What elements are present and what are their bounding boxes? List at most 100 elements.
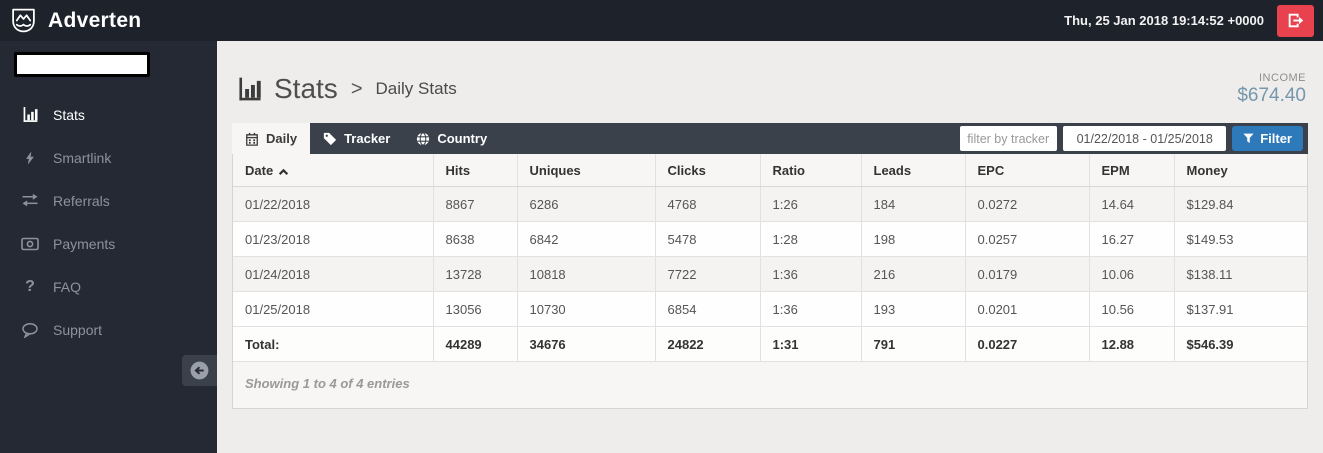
- logout-button[interactable]: [1277, 4, 1314, 37]
- column-header-epc[interactable]: EPC: [965, 154, 1090, 187]
- main-content: Stats > Daily Stats INCOME $674.40 Daily: [217, 41, 1323, 453]
- lightning-icon: [20, 150, 40, 166]
- table-cell: 01/23/2018: [233, 221, 434, 257]
- topbar: Adverten Thu, 25 Jan 2018 19:14:52 +0000: [0, 0, 1323, 41]
- column-header-label: Money: [1186, 163, 1228, 178]
- table-cell: 5478: [655, 221, 761, 257]
- tracker-filter-input[interactable]: [960, 126, 1058, 151]
- sidebar-item-stats[interactable]: Stats: [0, 93, 217, 136]
- table-cell: 198: [861, 221, 966, 257]
- column-header-label: Uniques: [529, 163, 581, 178]
- table-cell: 0.0272: [965, 186, 1090, 222]
- logout-icon: [1288, 13, 1304, 28]
- breadcrumb-separator: >: [350, 77, 363, 100]
- column-header-epm[interactable]: EPM: [1089, 154, 1175, 187]
- table-row: 01/24/2018 13728 10818 7722 1:36 216 0.0179 10.…: [233, 256, 1307, 292]
- tab-daily[interactable]: Daily: [232, 123, 311, 154]
- table-cell: 01/25/2018: [233, 291, 434, 327]
- tab-label: Country: [437, 131, 488, 146]
- column-header-leads[interactable]: Leads: [861, 154, 966, 187]
- table-cell: 1:26: [760, 186, 862, 222]
- table-cell: 193: [861, 291, 966, 327]
- total-cell: 12.88: [1089, 326, 1175, 362]
- breadcrumb: Stats > Daily Stats: [237, 73, 457, 105]
- speech-bubble-icon: [20, 322, 40, 338]
- sidebar-item-label: Smartlink: [53, 149, 112, 166]
- table-cell: $149.53: [1174, 221, 1307, 257]
- table-cell: 1:36: [760, 291, 862, 327]
- sidebar-item-referrals[interactable]: Referrals: [0, 179, 217, 222]
- date-range-input[interactable]: [1063, 126, 1227, 151]
- column-header-date[interactable]: Date: [233, 154, 434, 187]
- tab-tracker[interactable]: Tracker: [310, 123, 403, 154]
- total-cell: 0.0227: [965, 326, 1090, 362]
- sidebar-menu: Stats Smartlink Referrals Paymen: [0, 93, 217, 351]
- table-cell: 0.0201: [965, 291, 1090, 327]
- column-header-clicks[interactable]: Clicks: [655, 154, 761, 187]
- globe-icon: [417, 131, 430, 146]
- column-header-uniques[interactable]: Uniques: [517, 154, 656, 187]
- tab-bar: Daily Tracker Country: [232, 123, 1308, 154]
- table-cell: 8867: [433, 186, 518, 222]
- column-header-hits[interactable]: Hits: [433, 154, 518, 187]
- column-header-money[interactable]: Money: [1174, 154, 1307, 187]
- table-cell: 1:28: [760, 221, 862, 257]
- sidebar-item-smartlink[interactable]: Smartlink: [0, 136, 217, 179]
- table-cell: 184: [861, 186, 966, 222]
- column-header-label: Clicks: [667, 163, 706, 178]
- column-header-label: Ratio: [772, 163, 806, 178]
- table-cell: 13728: [433, 256, 518, 292]
- table-cell: 14.64: [1089, 186, 1175, 222]
- table-cell: 1:36: [760, 256, 862, 292]
- column-header-label: EPC: [977, 163, 1005, 178]
- table-body: 01/22/2018 8867 6286 4768 1:26 184 0.0272 14.64…: [233, 186, 1307, 362]
- exchange-arrows-icon: [20, 193, 40, 208]
- income-value: $674.40: [1237, 84, 1306, 106]
- sidebar-item-payments[interactable]: Payments: [0, 222, 217, 265]
- column-header-label: Leads: [873, 163, 912, 178]
- collapse-arrow-icon: [190, 361, 209, 380]
- total-cell: 791: [861, 326, 966, 362]
- column-header-label: EPM: [1101, 163, 1130, 178]
- table-cell: 216: [861, 256, 966, 292]
- table-cell: 10818: [517, 256, 656, 292]
- filter-button[interactable]: Filter: [1232, 126, 1303, 151]
- brand-name: Adverten: [48, 8, 142, 32]
- table-cell: 6842: [517, 221, 656, 257]
- income-label: INCOME: [1259, 71, 1306, 84]
- sidebar-collapse-button[interactable]: [182, 355, 217, 386]
- sidebar: Stats Smartlink Referrals Paymen: [0, 41, 217, 453]
- total-cell: 34676: [517, 326, 656, 362]
- page-title: Stats: [274, 73, 338, 104]
- table-cell: 7722: [655, 256, 761, 292]
- brand-link[interactable]: Adverten: [0, 7, 141, 34]
- sidebar-item-label: Payments: [53, 235, 116, 252]
- funnel-icon: [1243, 133, 1254, 144]
- sidebar-item-label: Referrals: [53, 192, 110, 209]
- calendar-icon: [246, 132, 258, 146]
- sort-asc-icon: [279, 168, 289, 175]
- sidebar-item-support[interactable]: Support: [0, 308, 217, 351]
- redacted-username-box: [14, 52, 150, 77]
- table-cell: 6854: [655, 291, 761, 327]
- income-summary: INCOME $674.40: [1237, 72, 1306, 107]
- table-cell: $137.91: [1174, 291, 1307, 327]
- sidebar-item-label: Support: [53, 321, 103, 338]
- server-datetime: Thu, 25 Jan 2018 19:14:52 +0000: [1064, 13, 1264, 28]
- total-cell: 1:31: [760, 326, 862, 362]
- tag-icon: [323, 132, 337, 145]
- sidebar-item-label: FAQ: [53, 278, 82, 295]
- table-cell: $138.11: [1174, 256, 1307, 292]
- stats-panel: Daily Tracker Country: [232, 123, 1308, 409]
- column-header-ratio[interactable]: Ratio: [760, 154, 862, 187]
- table-cell: 10.56: [1089, 291, 1175, 327]
- column-header-label: Hits: [445, 163, 471, 178]
- table-cell: 0.0257: [965, 221, 1090, 257]
- table-cell: 16.27: [1089, 221, 1175, 257]
- table-cell: 10.06: [1089, 256, 1175, 292]
- total-cell: 44289: [433, 326, 518, 362]
- table-row: 01/25/2018 13056 10730 6854 1:36 193 0.0201 10.…: [233, 291, 1307, 327]
- table-cell: 0.0179: [965, 256, 1090, 292]
- tab-country[interactable]: Country: [403, 123, 500, 154]
- sidebar-item-faq[interactable]: ? FAQ: [0, 265, 217, 308]
